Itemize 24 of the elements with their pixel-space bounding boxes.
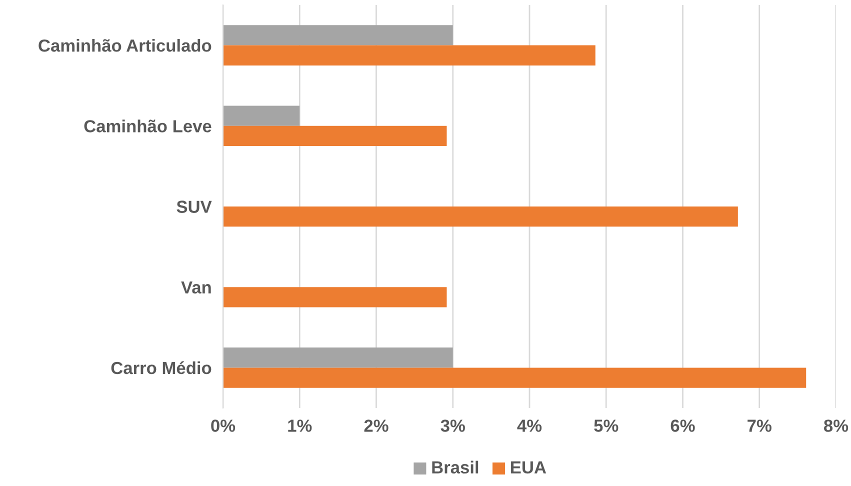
legend-label: EUA: [511, 461, 546, 474]
x-tick-label: 4%: [517, 420, 542, 432]
x-tick-label: 1%: [288, 420, 312, 432]
legend-label: Brasil: [432, 460, 478, 474]
bar: [223, 206, 738, 227]
y-tick-label: SUV: [176, 200, 212, 213]
bar: [223, 287, 447, 308]
bar: [223, 45, 596, 66]
x-tick-label: 6%: [670, 420, 695, 432]
y-tick-label: Carro Médio: [111, 361, 212, 374]
bar: [223, 25, 453, 46]
x-tick-label: 0%: [211, 420, 236, 432]
x-tick-label: 8%: [824, 420, 848, 432]
y-tick-label: Van: [181, 281, 211, 294]
y-tick-label: Caminhão Articulado: [38, 39, 212, 52]
x-tick-label: 3%: [440, 420, 465, 432]
x-tick-label: 2%: [364, 420, 388, 432]
bar: [223, 106, 300, 126]
x-tick-label: 5%: [594, 420, 618, 432]
x-tick-label: 7%: [748, 420, 772, 432]
bar: [223, 368, 806, 388]
bar: [223, 348, 453, 368]
bar: [223, 126, 447, 146]
y-tick-label: Caminhão Leve: [84, 120, 212, 132]
